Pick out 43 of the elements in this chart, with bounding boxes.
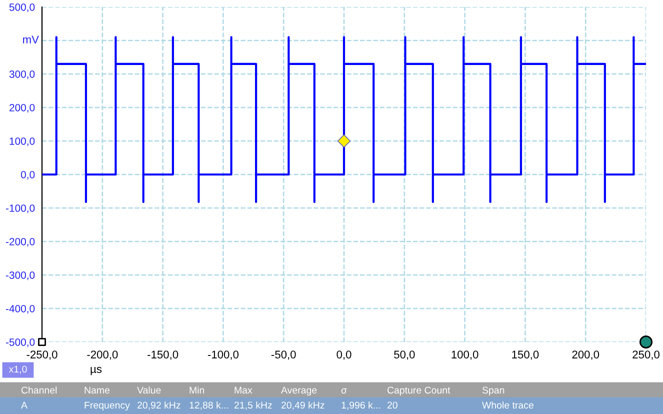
y-tick-label: -100,0	[6, 204, 35, 214]
text: Average	[281, 386, 317, 396]
x-tick-label: 50,0	[394, 350, 415, 360]
x-tick-label: -150,0	[148, 350, 178, 360]
text: Max	[234, 386, 252, 394]
text: Whole trace	[482, 401, 534, 409]
text: Value	[137, 386, 161, 394]
text: x1,0	[8, 366, 27, 374]
y-axis-title: mV	[23, 36, 39, 44]
x-tick-label: 150,0	[512, 350, 539, 360]
x-tick-label: 250,0	[632, 350, 660, 360]
text: Span	[482, 386, 504, 396]
x-tick-label: 200,0	[572, 350, 600, 360]
text: 1,996 k...	[342, 401, 380, 410]
text: 20,49 kHz	[281, 401, 324, 410]
text: σ	[341, 388, 347, 394]
x-tick-label: -200,0	[87, 350, 118, 360]
x-tick-label: 100,0	[452, 350, 478, 360]
y-tick-label: -400,0	[6, 305, 35, 314]
x-tick-label: 0,0	[336, 350, 352, 360]
y-tick-label: 0,0	[20, 171, 35, 180]
y-tick-label: -500,0	[6, 338, 35, 348]
text: Channel	[21, 386, 57, 394]
y-tick-label: 500,0	[9, 4, 35, 12]
x-tick-label: -250,0	[26, 350, 58, 360]
y-tick-label: -200,0	[6, 238, 35, 247]
text: 12,88 k...	[190, 401, 228, 410]
text: Min	[190, 386, 204, 394]
text: 21,5 kHz	[234, 401, 272, 410]
text: A	[21, 402, 28, 409]
y-tick-label: -300,0	[6, 272, 35, 280]
text: Name	[84, 386, 110, 394]
x-tick-label: -50,0	[271, 350, 296, 360]
x-axis-title: µs	[90, 366, 102, 376]
text: Frequency	[84, 402, 130, 411]
text: 20,92 kHz	[137, 401, 180, 410]
y-tick-label: 200,0	[10, 104, 35, 113]
x-tick-label: -100,0	[208, 350, 239, 360]
text: 20	[387, 402, 398, 409]
text: Capture Count	[387, 386, 450, 396]
y-tick-label: 100,0	[10, 138, 35, 146]
line-series	[42, 36, 646, 204]
y-tick-label: 300,0	[9, 70, 35, 80]
